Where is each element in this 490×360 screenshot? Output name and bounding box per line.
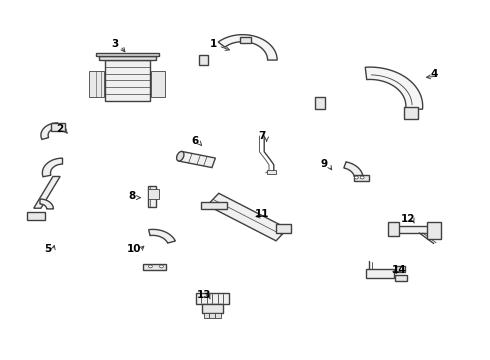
Ellipse shape xyxy=(176,152,184,161)
Polygon shape xyxy=(42,158,63,177)
Bar xyxy=(209,312,215,318)
Polygon shape xyxy=(178,152,216,168)
Polygon shape xyxy=(344,162,363,176)
Text: 2: 2 xyxy=(56,124,64,134)
Text: 8: 8 xyxy=(128,191,136,201)
Text: 14: 14 xyxy=(392,265,406,275)
Bar xyxy=(392,226,428,233)
Circle shape xyxy=(354,176,358,179)
Circle shape xyxy=(148,265,152,268)
Bar xyxy=(396,266,405,272)
Circle shape xyxy=(360,176,364,179)
Bar xyxy=(26,212,45,220)
Bar xyxy=(96,53,159,56)
Bar xyxy=(196,293,229,304)
Text: 6: 6 xyxy=(191,136,198,146)
Bar xyxy=(51,123,65,131)
Text: 3: 3 xyxy=(112,39,119,49)
Bar xyxy=(366,269,394,278)
Polygon shape xyxy=(207,193,288,241)
Bar xyxy=(240,37,251,44)
Polygon shape xyxy=(40,199,53,209)
Bar xyxy=(147,189,159,199)
Bar xyxy=(143,264,166,270)
Polygon shape xyxy=(34,176,60,208)
Bar xyxy=(89,71,104,97)
Circle shape xyxy=(160,265,163,268)
Polygon shape xyxy=(218,35,277,60)
Text: 5: 5 xyxy=(45,244,52,254)
Bar xyxy=(99,56,156,60)
Bar xyxy=(427,222,441,239)
Bar xyxy=(202,304,223,313)
Text: 11: 11 xyxy=(255,208,269,219)
Bar xyxy=(315,97,325,109)
Text: 7: 7 xyxy=(258,131,266,141)
Bar xyxy=(201,202,227,209)
Bar xyxy=(353,175,369,181)
Bar xyxy=(404,107,418,119)
Bar xyxy=(395,275,407,281)
Bar xyxy=(388,222,399,237)
Text: 10: 10 xyxy=(127,244,142,254)
Bar xyxy=(276,224,292,233)
Text: 4: 4 xyxy=(431,69,439,79)
Polygon shape xyxy=(148,229,175,243)
Polygon shape xyxy=(41,123,58,139)
Bar xyxy=(105,60,150,100)
Bar xyxy=(215,312,221,318)
Bar xyxy=(199,55,208,65)
Text: 12: 12 xyxy=(401,214,416,224)
Text: 1: 1 xyxy=(210,39,218,49)
Polygon shape xyxy=(365,67,423,109)
Bar xyxy=(147,186,156,207)
Bar xyxy=(204,312,209,318)
Text: 13: 13 xyxy=(197,290,211,300)
Text: 9: 9 xyxy=(320,159,328,169)
Bar xyxy=(151,71,165,97)
Bar xyxy=(267,170,276,174)
